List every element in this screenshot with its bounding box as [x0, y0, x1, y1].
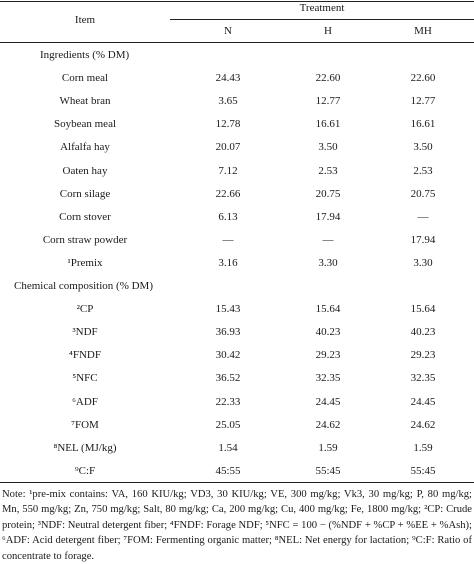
column-header: H: [324, 25, 332, 37]
row-label: ⁶ADF: [72, 395, 98, 408]
row-label: ⁷FOM: [71, 418, 99, 431]
cell-value: 30.42: [215, 349, 241, 362]
header-rule: [0, 42, 474, 43]
cell-value: 6.13: [218, 210, 238, 223]
cell-value: 16.61: [410, 118, 436, 131]
cell-value: 22.60: [410, 72, 436, 85]
cell-value: 12.77: [410, 95, 436, 108]
section-title: Ingredients (% DM): [40, 49, 130, 61]
cell-value: 32.35: [315, 372, 341, 385]
cell-value: 24.45: [410, 395, 436, 408]
row-label: Soybean meal: [53, 118, 117, 131]
cell-value: —: [417, 210, 429, 223]
cell-value: 3.65: [218, 95, 238, 108]
cell-value: 32.35: [410, 372, 436, 385]
cell-value: 3.30: [413, 256, 433, 269]
row-label: ⁹C:F: [74, 464, 96, 477]
cell-value: 29.23: [315, 349, 341, 362]
cell-value: 55:45: [315, 464, 341, 477]
cell-value: 2.53: [413, 164, 433, 177]
cell-value: —: [222, 233, 234, 246]
cell-value: 29.23: [410, 349, 436, 362]
cell-value: 25.05: [215, 418, 241, 431]
cell-value: 36.93: [215, 326, 241, 339]
column-header: MH: [414, 25, 432, 37]
table-note: Note: ¹pre-mix contains: VA, 160 KIU/kg;…: [2, 489, 472, 562]
row-label: Corn straw powder: [42, 233, 128, 246]
cell-value: 3.50: [413, 141, 433, 154]
row-label: Alfalfa hay: [60, 141, 110, 154]
row-label: Corn silage: [59, 187, 111, 200]
row-label: Corn stover: [59, 210, 111, 223]
row-label: ⁸NEL (MJ/kg): [53, 441, 117, 454]
cell-value: 1.59: [318, 441, 338, 454]
cell-value: 2.53: [318, 164, 338, 177]
cell-value: 55:45: [410, 464, 436, 477]
row-label: Wheat bran: [59, 95, 111, 108]
cell-value: 16.61: [315, 118, 341, 131]
cell-value: 22.66: [215, 187, 241, 200]
cell-value: 1.59: [413, 441, 433, 454]
row-label: ³NDF: [72, 326, 98, 339]
treatment-header: Treatment: [299, 2, 345, 14]
cell-value: 15.43: [215, 303, 241, 316]
cell-value: 40.23: [315, 326, 341, 339]
cell-value: 3.16: [218, 256, 238, 269]
cell-value: 17.94: [410, 233, 436, 246]
cell-value: 17.94: [315, 210, 341, 223]
cell-value: 20.75: [410, 187, 436, 200]
row-label: Corn meal: [61, 72, 109, 85]
cell-value: 12.77: [315, 95, 341, 108]
cell-value: 3.30: [318, 256, 338, 269]
item-header: Item: [74, 14, 96, 26]
cell-value: 45:55: [215, 464, 241, 477]
column-header: N: [224, 25, 232, 37]
row-label: ⁴FNDF: [69, 349, 101, 362]
cell-value: 36.52: [215, 372, 241, 385]
cell-value: 3.50: [318, 141, 338, 154]
cell-value: —: [322, 233, 334, 246]
cell-value: 20.75: [315, 187, 341, 200]
section-title: Chemical composition (% DM): [14, 280, 154, 292]
cell-value: 24.62: [410, 418, 436, 431]
row-label: ¹Premix: [67, 256, 103, 269]
cell-value: 22.60: [315, 72, 341, 85]
cell-value: 24.45: [315, 395, 341, 408]
bottom-rule: [0, 482, 474, 483]
cell-value: 1.54: [218, 441, 238, 454]
cell-value: 12.78: [215, 118, 241, 131]
treatment-rule: [170, 19, 474, 20]
cell-value: 40.23: [410, 326, 436, 339]
cell-value: 24.62: [315, 418, 341, 431]
cell-value: 22.33: [215, 395, 241, 408]
cell-value: 15.64: [410, 303, 436, 316]
row-label: ⁵NFC: [72, 372, 98, 385]
cell-value: 20.07: [215, 141, 241, 154]
cell-value: 7.12: [218, 164, 238, 177]
cell-value: 24.43: [215, 72, 241, 85]
cell-value: 15.64: [315, 303, 341, 316]
top-rule: [0, 1, 474, 2]
row-label: ²CP: [76, 303, 94, 316]
row-label: Oaten hay: [62, 164, 108, 177]
